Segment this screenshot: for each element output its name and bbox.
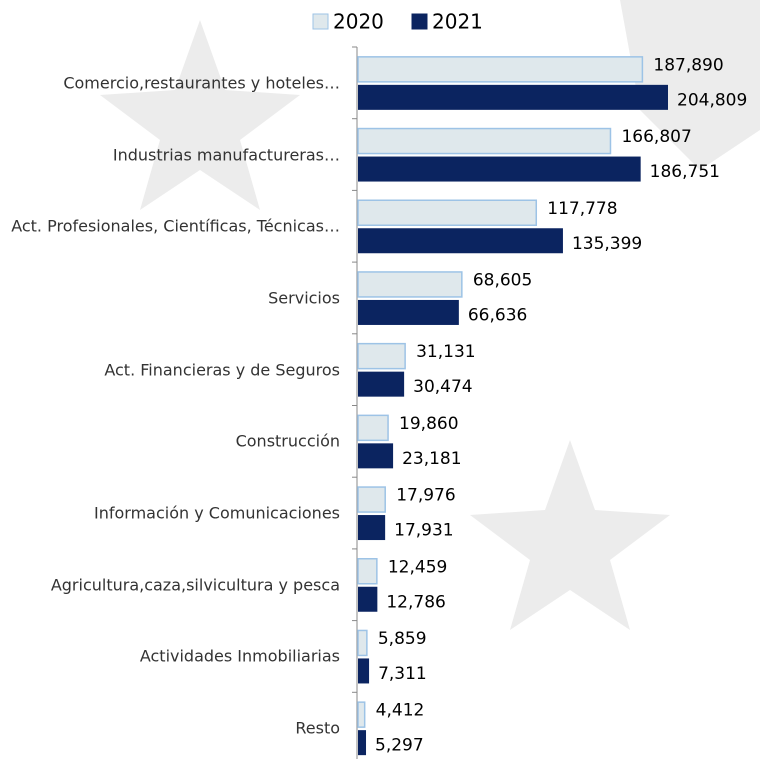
data-label: 5,859 <box>378 629 427 649</box>
category-label: Construcción <box>235 431 340 451</box>
bar <box>358 658 370 684</box>
legend-swatch <box>411 13 428 30</box>
data-label: 4,412 <box>376 701 425 721</box>
watermark <box>100 0 760 630</box>
category-label: Agricultura,caza,silvicultura y pesca <box>50 575 340 595</box>
data-label: 187,890 <box>653 55 723 75</box>
bar <box>358 156 641 182</box>
bar <box>358 515 386 541</box>
data-label: 7,311 <box>378 664 427 684</box>
bar <box>357 127 612 155</box>
data-label: 12,459 <box>388 557 447 577</box>
category-label: Servicios <box>268 288 340 308</box>
bar <box>358 228 563 254</box>
data-label: 17,976 <box>396 486 455 506</box>
data-label: 166,807 <box>621 127 691 147</box>
data-label: 19,860 <box>399 414 458 434</box>
bar <box>358 299 459 325</box>
bar <box>358 371 405 397</box>
category-label: Información y Comunicaciones <box>93 503 340 523</box>
bar <box>357 199 538 226</box>
bar <box>357 486 386 513</box>
category-label: Actividades Inmobiliarias <box>139 646 340 666</box>
legend-swatch <box>312 13 329 30</box>
data-label: 12,786 <box>386 592 445 612</box>
data-label: 5,297 <box>375 736 424 756</box>
bar <box>358 586 378 612</box>
bar <box>357 56 644 83</box>
bar <box>357 558 378 585</box>
data-label: 30,474 <box>413 377 472 397</box>
category-label: Act. Financieras y de Seguros <box>104 360 340 380</box>
data-label: 135,399 <box>572 234 642 254</box>
data-label: 23,181 <box>402 449 461 469</box>
data-label: 186,751 <box>650 162 720 182</box>
data-label: 204,809 <box>677 90 747 110</box>
bar <box>357 414 389 442</box>
bar <box>358 730 367 756</box>
data-label: 68,605 <box>473 270 532 290</box>
data-label: 31,131 <box>416 342 475 362</box>
category-label: Comercio,restaurantes y hoteles… <box>63 73 340 93</box>
data-label: 17,931 <box>394 521 453 541</box>
bar <box>357 701 366 728</box>
bar <box>358 443 394 469</box>
bar <box>357 629 368 657</box>
bar <box>357 342 406 370</box>
data-label: 117,778 <box>547 199 617 219</box>
category-label: Resto <box>295 718 340 738</box>
bar <box>358 84 668 110</box>
category-label: Industrias manufactureras… <box>112 145 340 165</box>
bar <box>357 271 463 298</box>
category-label: Act. Profesionales, Científicas, Técnica… <box>11 216 340 236</box>
data-label: 66,636 <box>468 305 527 325</box>
legend-label: 2020 <box>333 10 384 34</box>
legend-label: 2021 <box>432 10 483 34</box>
